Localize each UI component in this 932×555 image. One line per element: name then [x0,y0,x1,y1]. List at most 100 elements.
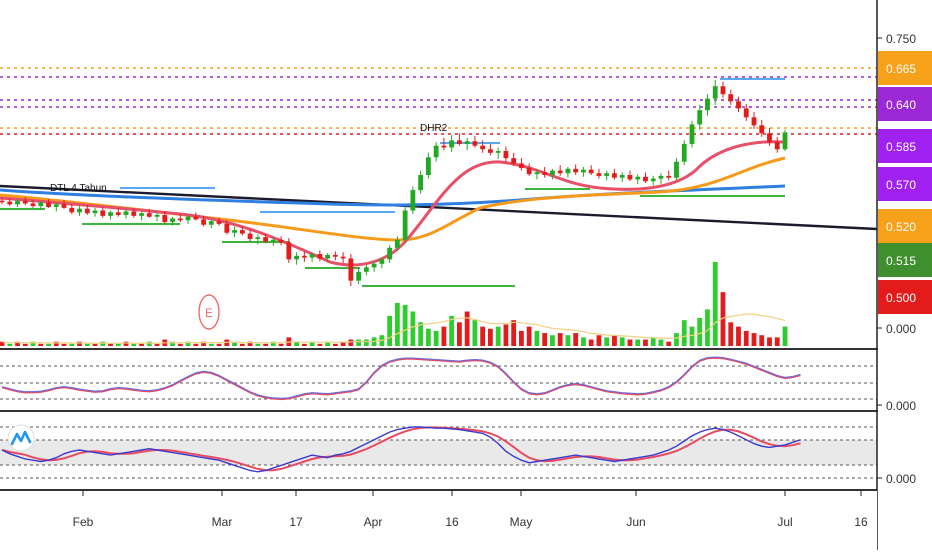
candle-body [108,212,113,216]
volume-bar [449,315,455,346]
trend-line-dtl[interactable] [0,184,878,231]
ma-red [0,140,786,267]
volume-bar [301,343,307,346]
price-badge [878,87,932,121]
volume-bar [146,341,152,346]
volume-bar [255,343,261,346]
candle-body [61,204,67,208]
x-tick-label: 17 [289,515,303,529]
candle-body [0,200,5,203]
candle-body [534,172,540,175]
candle-body [340,256,346,259]
candle-body [759,125,765,134]
x-tick-label: Jun [626,515,645,529]
volume-bar [394,302,400,346]
x-tick-label: May [510,515,533,529]
candle-body [379,259,385,264]
annotation-dhr2: DHR2 [420,123,448,134]
candle-body [185,216,191,221]
candle-body [15,200,20,205]
candle-body [596,173,602,176]
volume-bar [294,341,299,346]
candle-body [643,176,648,182]
candle-body [650,178,656,182]
candle-body [208,221,214,225]
candle-body [402,210,408,240]
candle-body [503,151,509,159]
candle-body [348,258,354,281]
candle-body [30,203,36,207]
x-tick-label: Apr [364,515,383,529]
volume-bar [263,343,268,346]
candle-body [705,98,710,111]
candle-body [751,117,757,126]
candle-body [712,86,718,99]
time-axis-background[interactable] [0,491,877,550]
candle-body [635,176,641,180]
time-axis: Feb Mar 17 Apr 16 May Jun Jul 16 [73,490,868,529]
volume-bar [503,324,509,346]
volume-bar [596,335,602,346]
candle-body [232,230,237,233]
volume-bar [418,322,424,346]
annotation-dtl: DTL 4 Tahun [50,183,107,194]
volume-bar [270,341,276,346]
candle-body [720,86,726,95]
candle-body [100,210,106,216]
volume-bar [170,341,175,346]
candle-body [216,221,222,224]
volume-bar [53,341,59,346]
candle-body [38,202,44,207]
volume-bar [565,335,571,346]
candle-body [77,208,82,213]
candle-body [162,214,168,223]
price-badge-label: 0.640 [886,98,916,112]
volume-bar [767,337,772,346]
volume-bar [387,315,393,346]
volume-bar [612,335,617,346]
candle-body [394,239,400,248]
volume-bar [464,311,470,346]
volume-bar [30,341,36,346]
candle-body [565,168,571,174]
candle-body [425,157,431,176]
volume-bar [658,339,664,346]
candle-body [115,212,121,215]
candle-body [743,108,749,118]
earnings-marker[interactable]: E [198,294,220,330]
price-badge [878,129,932,163]
candle-body [488,149,493,153]
candle-body [239,230,245,234]
candle-body [604,173,610,176]
volume-bar [239,343,245,346]
candles [0,80,788,286]
volume-bar [720,292,726,346]
volume-bar [131,343,137,346]
tradingview-logo[interactable] [7,424,35,452]
osc2-neutral-band [0,440,877,465]
candle-body [526,167,532,175]
candle-body [410,190,416,211]
volume-bar [69,343,75,346]
volume-bar [581,337,586,346]
candle-body [286,242,292,260]
volume-bar [743,330,749,346]
candle-body [767,133,772,143]
candle-body [131,211,137,216]
candle-body [46,202,51,207]
y-tick-label: 0.750 [886,32,916,46]
x-tick-label: 16 [445,515,459,529]
candle-body [456,140,462,144]
candle-body [441,145,447,148]
volume-bar [550,335,555,346]
candle-body [263,237,268,242]
volume-bar [232,341,237,346]
candle-body [317,254,323,259]
earnings-label: E [205,306,213,320]
volume-bar [588,339,594,346]
candle-body [550,170,555,176]
price-badge [878,280,932,314]
candle-body [177,218,183,221]
price-badge [878,243,932,277]
